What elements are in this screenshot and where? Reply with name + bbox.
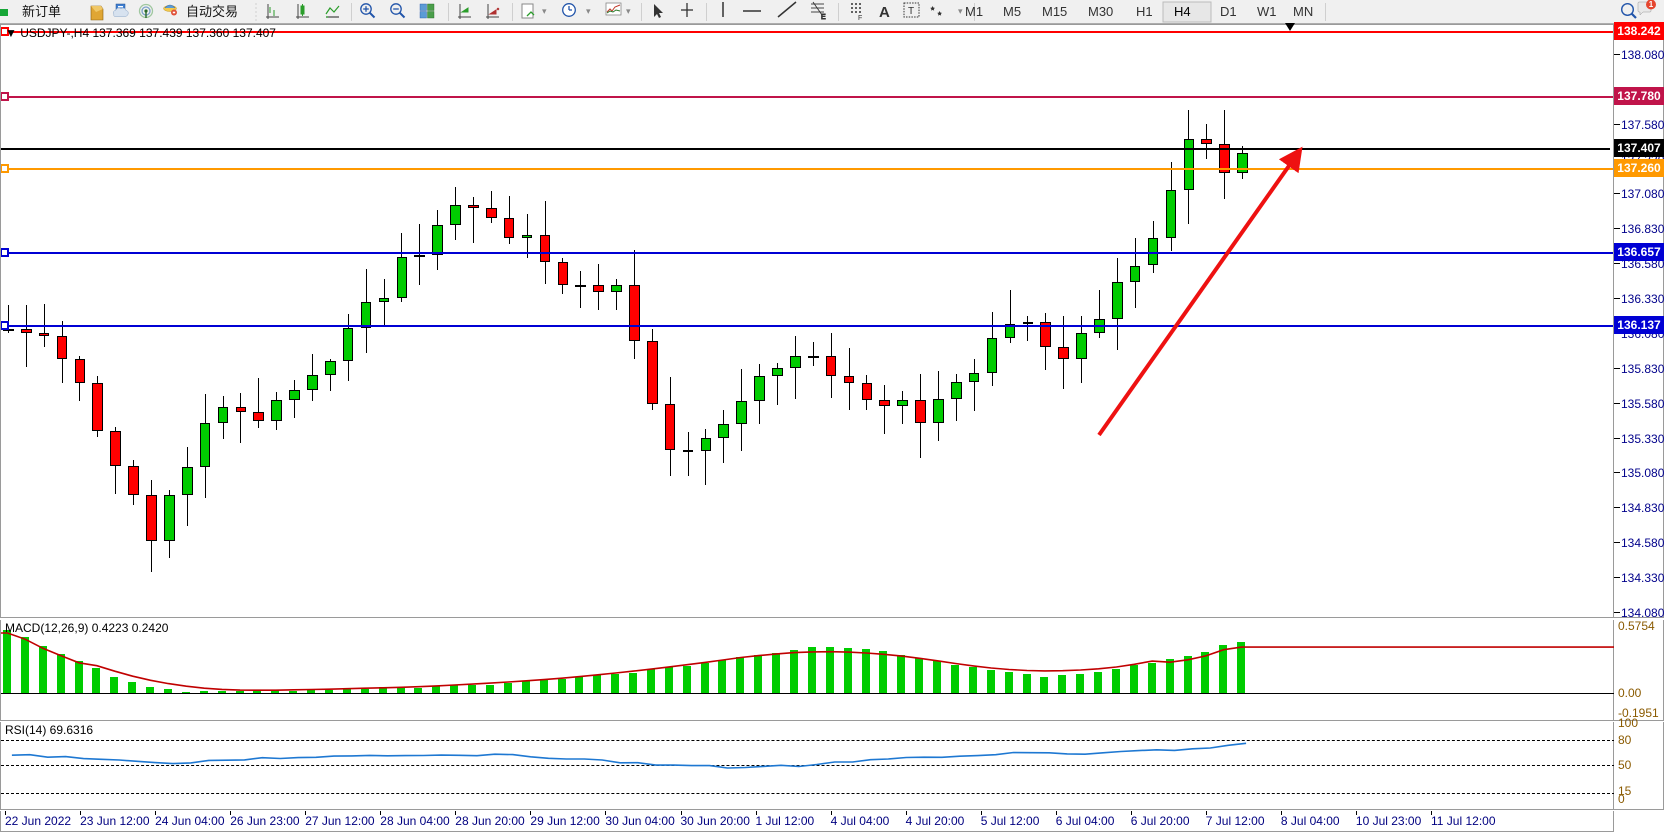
svg-text:F: F	[858, 15, 862, 22]
svg-text:▾: ▾	[586, 6, 591, 16]
svg-text:M1: M1	[965, 4, 983, 19]
svg-text:D1: D1	[1220, 4, 1237, 19]
svg-text:▾: ▾	[626, 6, 631, 16]
svg-text:新订单: 新订单	[22, 4, 61, 19]
svg-text:H1: H1	[1136, 4, 1153, 19]
svg-text:M15: M15	[1042, 4, 1067, 19]
svg-text:M30: M30	[1088, 4, 1113, 19]
svg-text:1: 1	[1649, 0, 1654, 9]
svg-text:E: E	[821, 14, 826, 21]
svg-text:A: A	[879, 4, 890, 21]
svg-text:MN: MN	[1293, 4, 1313, 19]
svg-text:T: T	[908, 6, 914, 17]
svg-text:W1: W1	[1257, 4, 1277, 19]
svg-text:H4: H4	[1174, 4, 1191, 19]
svg-text:M5: M5	[1003, 4, 1021, 19]
svg-text:自动交易: 自动交易	[186, 4, 238, 19]
svg-text:▾: ▾	[542, 6, 547, 16]
svg-text:▾: ▾	[958, 6, 963, 16]
